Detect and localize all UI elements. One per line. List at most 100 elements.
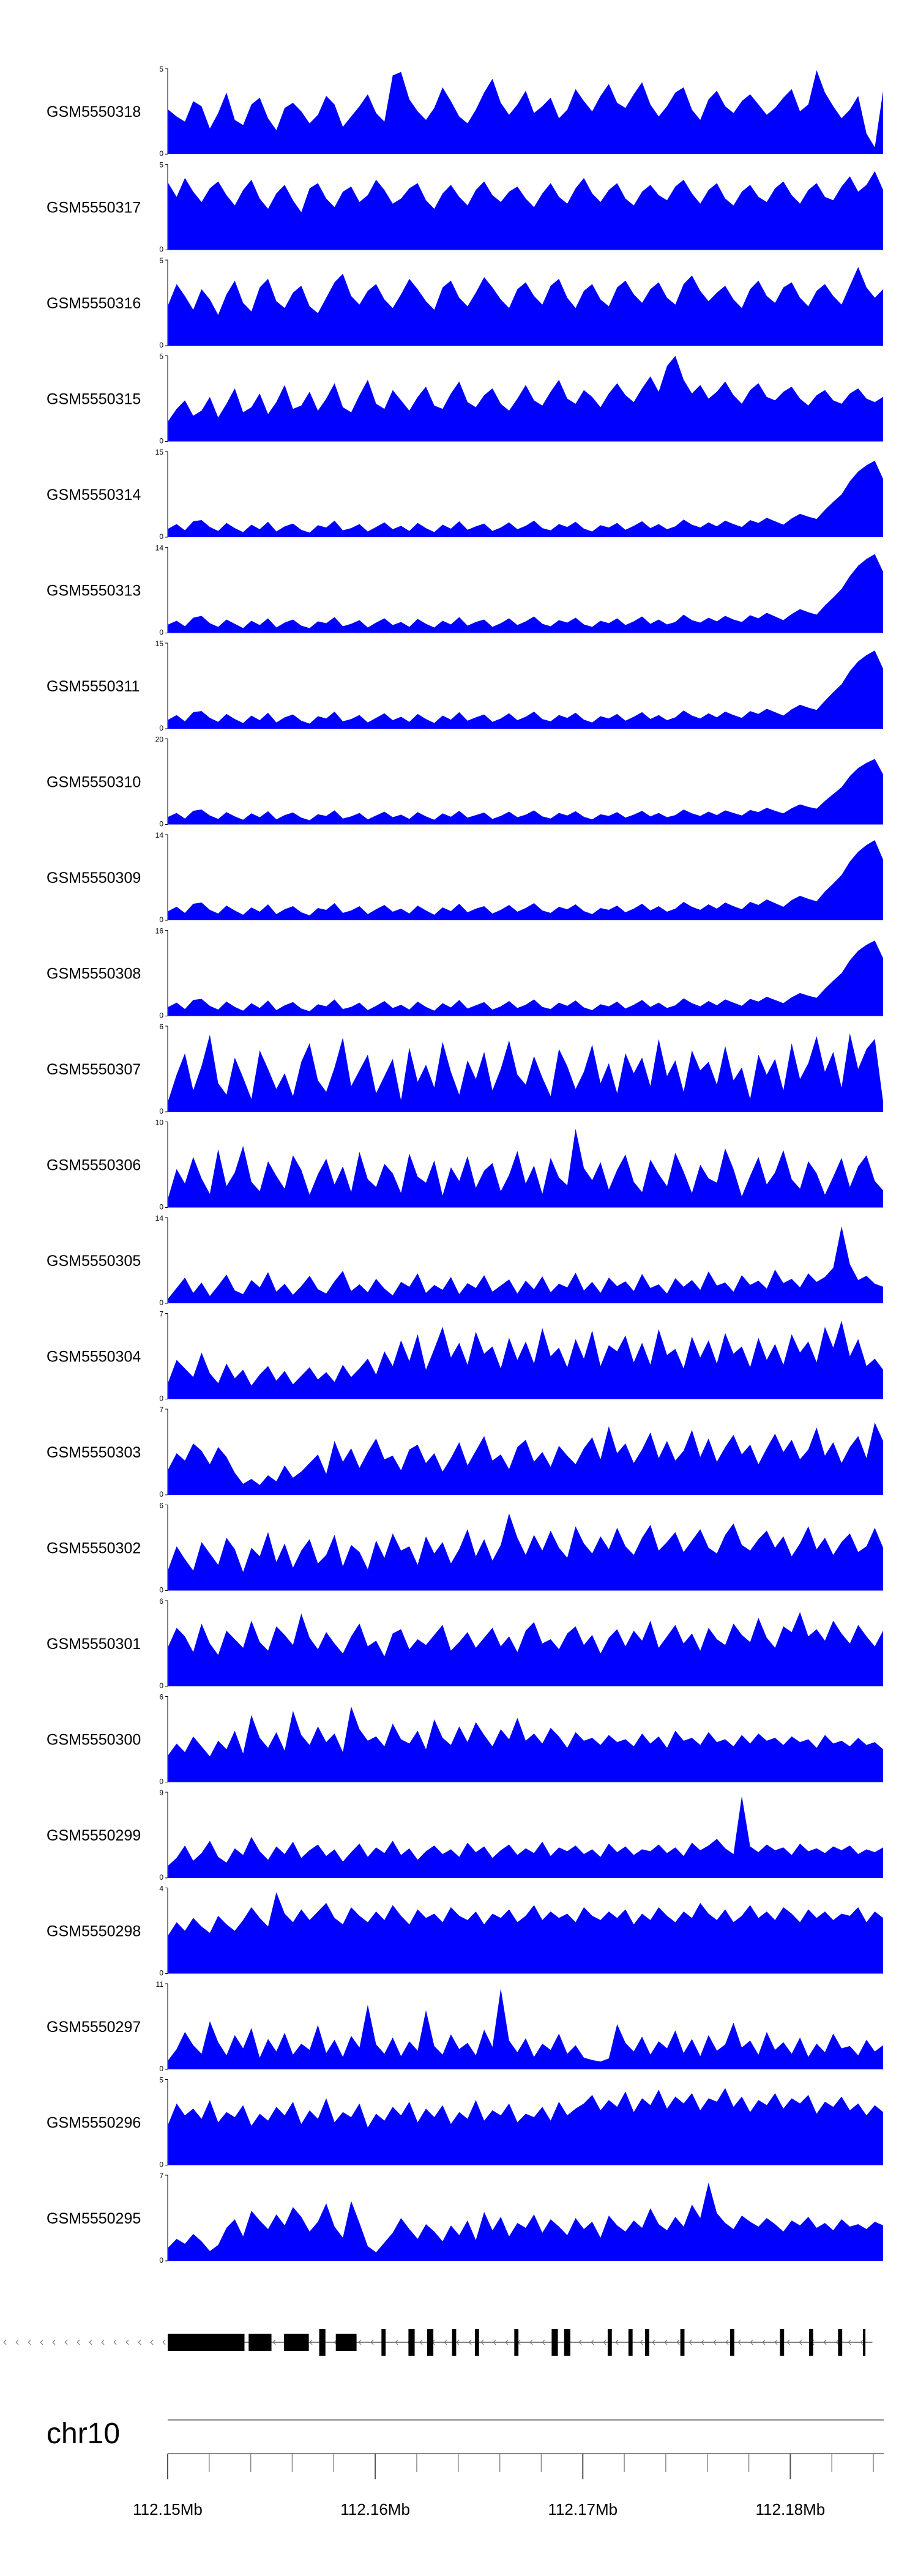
y-tick-label-zero: 0 — [159, 1203, 163, 1212]
track-label: GSM5550298 — [47, 1923, 141, 1940]
y-tick-label-zero: 0 — [159, 437, 163, 445]
y-tick-label-max: 5 — [159, 161, 163, 169]
track-label: GSM5550297 — [47, 2019, 141, 2036]
y-tick-label-max: 4 — [159, 1885, 163, 1893]
coverage-area — [168, 1226, 883, 1303]
track-GSM5550316: GSM5550316 5 0 — [47, 256, 883, 349]
track-label: GSM5550296 — [47, 2115, 141, 2132]
coverage-area — [168, 1893, 883, 1974]
coverage-area — [168, 759, 883, 824]
coverage-area — [168, 1129, 883, 1208]
track-label: GSM5550317 — [47, 199, 141, 217]
track-label: GSM5550305 — [47, 1253, 141, 1270]
y-tick-label-zero: 0 — [159, 1011, 163, 1020]
coverage-area — [168, 1321, 883, 1399]
y-tick-label-zero: 0 — [159, 2161, 163, 2169]
track-label: GSM5550316 — [47, 295, 141, 312]
y-tick-label-max: 6 — [159, 1022, 163, 1031]
coverage-area — [168, 70, 883, 154]
coverage-area — [168, 554, 883, 633]
y-tick-label-max: 7 — [159, 1310, 163, 1319]
y-tick-label-zero: 0 — [159, 532, 163, 541]
y-tick-label-zero: 0 — [159, 628, 163, 637]
y-tick-label-zero: 0 — [159, 2256, 163, 2265]
y-tick-label-max: 7 — [159, 2172, 163, 2180]
y-tick-label-max: 5 — [159, 2076, 163, 2085]
coverage-area — [168, 1423, 883, 1495]
gene-model-track — [0, 2329, 873, 2356]
track-GSM5550297: GSM5550297 11 0 — [47, 1980, 883, 2073]
y-tick-label-max: 14 — [155, 1214, 164, 1223]
y-tick-label-zero: 0 — [159, 2064, 163, 2073]
y-tick-label-max: 11 — [156, 1980, 164, 1989]
y-tick-label-max: 20 — [155, 735, 164, 744]
y-tick-label-max: 5 — [159, 65, 163, 73]
track-label: GSM5550309 — [47, 869, 141, 887]
y-tick-label-max: 6 — [159, 1693, 163, 1702]
track-label: GSM5550301 — [47, 1636, 141, 1653]
y-tick-label-max: 5 — [159, 256, 163, 265]
y-tick-label-zero: 0 — [159, 341, 163, 349]
y-tick-label-zero: 0 — [159, 1490, 163, 1498]
y-tick-label-zero: 0 — [159, 1873, 163, 1882]
track-GSM5550317: GSM5550317 5 0 — [47, 161, 883, 254]
track-label: GSM5550300 — [47, 1732, 141, 1749]
track-GSM5550298: GSM5550298 4 0 — [47, 1885, 883, 1978]
coverage-area — [168, 1989, 883, 2069]
track-label: GSM5550318 — [47, 103, 141, 121]
track-GSM5550296: GSM5550296 5 0 — [47, 2076, 883, 2169]
y-tick-label-max: 15 — [155, 448, 164, 456]
track-label: GSM5550302 — [47, 1540, 141, 1557]
coverage-area — [168, 171, 883, 250]
y-tick-label-zero: 0 — [159, 820, 163, 828]
y-tick-label-max: 6 — [159, 1502, 163, 1510]
track-label: GSM5550311 — [47, 678, 140, 695]
coverage-area — [168, 940, 883, 1016]
coverage-area — [168, 1612, 883, 1686]
y-tick-label-max: 7 — [159, 1405, 163, 1414]
track-label: GSM5550315 — [47, 391, 141, 408]
track-GSM5550318: GSM5550318 5 0 — [47, 65, 883, 158]
y-tick-label-max: 6 — [159, 1597, 163, 1606]
coverage-area — [168, 1796, 883, 1878]
track-label: GSM5550308 — [47, 966, 141, 983]
y-tick-label-zero: 0 — [159, 1969, 163, 1978]
y-tick-label-max: 9 — [159, 1789, 163, 1797]
track-GSM5550315: GSM5550315 5 0 — [47, 352, 883, 445]
coverage-area — [168, 2183, 883, 2261]
y-tick-label-zero: 0 — [159, 724, 163, 732]
y-tick-label-zero: 0 — [159, 245, 163, 254]
y-tick-label-max: 14 — [155, 544, 164, 553]
coverage-area — [168, 267, 883, 346]
y-tick-label-max: 16 — [155, 927, 164, 936]
y-tick-label-max: 5 — [159, 352, 163, 361]
y-tick-label-max: 14 — [155, 831, 164, 839]
coverage-area — [168, 650, 883, 729]
y-tick-label-zero: 0 — [159, 915, 163, 924]
track-GSM5550309: GSM5550309 14 0 — [47, 831, 883, 924]
y-tick-label-zero: 0 — [159, 1586, 163, 1595]
coverage-area — [168, 2088, 883, 2165]
track-GSM5550306: GSM5550306 10 0 — [47, 1119, 883, 1212]
y-tick-label-zero: 0 — [159, 1107, 163, 1115]
coverage-area — [168, 461, 883, 537]
coverage-area — [168, 356, 883, 442]
y-tick-label-max: 10 — [155, 1119, 164, 1127]
track-GSM5550302: GSM5550302 6 0 — [47, 1502, 883, 1595]
track-label: GSM5550306 — [47, 1157, 141, 1174]
y-tick-label-max: 15 — [155, 639, 164, 648]
coverage-tracks: GSM555031850GSM555031750GSM555031650GSM5… — [47, 65, 883, 2265]
coverage-area — [168, 1514, 883, 1591]
track-label: GSM5550313 — [47, 583, 141, 600]
track-label: GSM5550310 — [47, 774, 141, 791]
y-tick-label-zero: 0 — [159, 1681, 163, 1690]
y-tick-label-zero: 0 — [159, 149, 163, 158]
